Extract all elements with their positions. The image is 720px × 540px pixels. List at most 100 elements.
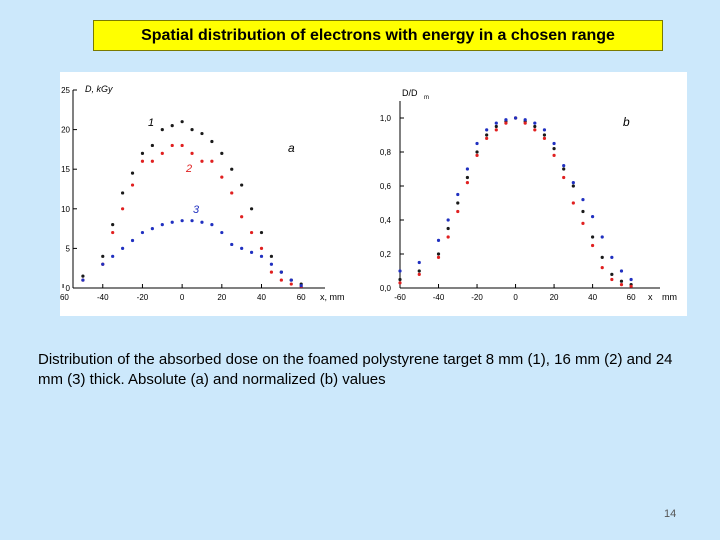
data-point-series-3 (81, 278, 85, 282)
data-point-series-1 (562, 167, 566, 171)
x-tick-label: 0 (180, 293, 185, 302)
data-point-series-1 (590, 235, 595, 239)
data-point-series-2 (485, 136, 489, 140)
data-point-series-1 (160, 128, 164, 132)
data-point-series-3 (140, 230, 145, 235)
data-point-series-1 (240, 183, 244, 187)
y-tick-label: 0,8 (380, 148, 392, 157)
data-point-series-1 (111, 223, 115, 227)
data-point-series-3 (279, 270, 283, 274)
figure-caption: Distribution of the absorbed dose on the… (38, 351, 673, 388)
data-point-series-3 (249, 250, 254, 254)
data-point-series-2 (200, 159, 204, 163)
data-point-series-3 (533, 121, 537, 125)
y-tick-label: 0,4 (380, 216, 392, 225)
data-point-series-2 (465, 181, 470, 185)
data-point-series-1 (269, 254, 274, 258)
data-point-series-2 (523, 121, 527, 125)
y-tick-label: 0,2 (380, 250, 392, 259)
data-point-series-1 (259, 230, 264, 235)
data-point-series-1 (446, 226, 450, 231)
data-point-series-2 (220, 175, 224, 179)
data-point-series-3 (259, 254, 264, 258)
data-point-series-3 (210, 223, 214, 227)
data-point-series-1 (581, 209, 585, 214)
y-tick-label: 0,0 (380, 284, 392, 293)
data-point-series-1 (456, 201, 460, 205)
y-axis-title-subscript: m (424, 95, 429, 101)
data-point-series-2 (150, 159, 154, 163)
data-point-series-3 (600, 235, 604, 239)
data-point-series-3 (289, 278, 293, 282)
data-point-series-1 (542, 133, 547, 137)
data-point-series-3 (230, 242, 234, 247)
data-point-series-3 (417, 260, 421, 265)
data-point-series-3 (436, 238, 441, 242)
x-tick-label: 20 (217, 293, 226, 302)
data-point-series-3 (111, 254, 115, 258)
x-axis-unit-b: mm (662, 292, 677, 302)
data-point-series-2 (111, 230, 115, 235)
data-point-series-2 (533, 128, 537, 132)
data-point-series-2 (456, 209, 460, 214)
x-tick-label: -60 (60, 293, 69, 302)
data-point-series-2 (269, 270, 274, 274)
data-point-series-3 (299, 284, 303, 288)
data-point-series-2 (259, 246, 264, 250)
data-point-series-3 (170, 220, 174, 224)
data-point-series-2 (249, 230, 254, 235)
data-point-series-1 (249, 207, 254, 211)
data-point-series-1 (180, 120, 184, 124)
data-point-series-1 (398, 277, 402, 282)
data-point-series-1 (494, 124, 498, 129)
y-tick-label: 25 (61, 86, 70, 95)
data-point-series-2 (494, 128, 498, 132)
data-point-series-1 (130, 171, 135, 175)
data-point-series-3 (101, 262, 105, 266)
data-point-series-3 (269, 262, 274, 266)
x-tick-label: 60 (627, 293, 636, 302)
x-tick-label: -40 (433, 293, 445, 302)
data-point-series-2 (629, 284, 633, 288)
data-point-series-2 (170, 143, 174, 148)
data-point-series-3 (485, 128, 489, 132)
data-point-series-3 (180, 219, 184, 223)
data-point-series-1 (465, 175, 470, 180)
data-point-series-1 (190, 128, 194, 132)
data-point-series-2 (289, 282, 293, 286)
data-point-series-2 (552, 153, 556, 157)
slide-title: Spatial distribution of electrons with e… (93, 20, 663, 51)
data-point-series-2 (581, 221, 585, 225)
data-point-series-2 (180, 143, 184, 148)
data-point-series-2 (562, 175, 566, 180)
data-point-series-3 (465, 167, 470, 171)
data-point-series-2 (230, 191, 234, 195)
x-tick-label: -20 (471, 293, 483, 302)
data-point-series-2 (140, 159, 145, 163)
data-point-series-2 (571, 201, 575, 205)
page-number: 14 (664, 508, 677, 520)
data-point-series-3 (571, 181, 575, 185)
data-point-series-3 (619, 269, 624, 273)
data-point-series-2 (542, 136, 547, 140)
x-tick-label: -20 (137, 293, 149, 302)
data-point-series-2 (121, 207, 125, 211)
data-point-series-3 (150, 227, 154, 231)
data-point-series-1 (210, 139, 214, 144)
data-point-series-2 (446, 235, 450, 239)
data-point-series-2 (190, 151, 194, 155)
data-point-series-3 (456, 192, 460, 197)
data-point-series-3 (121, 246, 125, 250)
series-label-3: 3 (193, 204, 200, 216)
data-point-series-3 (240, 246, 244, 250)
data-point-series-1 (81, 274, 85, 278)
data-point-series-3 (494, 121, 498, 125)
data-point-series-1 (417, 269, 421, 273)
data-point-series-3 (446, 218, 450, 222)
x-tick-label: 20 (550, 293, 559, 302)
data-point-series-2 (398, 281, 402, 285)
x-tick-label: 60 (297, 293, 306, 302)
x-tick-label: -40 (97, 293, 109, 302)
y-axis-title: D, kGy (85, 84, 113, 94)
